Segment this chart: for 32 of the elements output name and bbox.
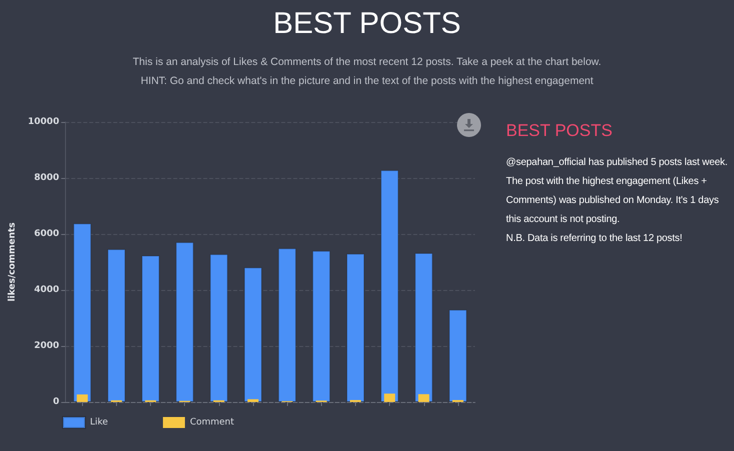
bar [346, 254, 364, 402]
chart-title: BEST POSTS [272, 6, 462, 42]
text: BEST POSTS [506, 120, 614, 142]
legend-label: Comment [190, 418, 235, 428]
text: HINT: Go and check what's in the picture and in the text of the posts with the highest engagement [140, 74, 594, 89]
bar [312, 250, 330, 402]
bar [380, 170, 399, 402]
bar [244, 267, 262, 402]
chart-subtitle: This is an analysis of Likes & Comments of the most recent 12 posts. Take a peek at the chart below. [132, 55, 602, 70]
text: N.B. Data is referring to the last 12 posts! [506, 232, 684, 246]
y-tick-label: 0 [52, 397, 60, 407]
bar [448, 310, 467, 402]
bar [176, 242, 194, 402]
y-tick-label: 6000 [34, 229, 60, 239]
y-tick-label: 2000 [34, 341, 60, 351]
bar [210, 254, 228, 402]
y-tick-label: 10000 [28, 117, 60, 127]
y-axis-title: likes/comments [8, 222, 18, 302]
legend-label: Like [90, 418, 108, 428]
text: The post with the highest engagement (Likes + Comments) was published on Monday. It's 1 days this account is not posting. [506, 175, 720, 227]
bar [107, 249, 126, 402]
bar [278, 248, 296, 402]
text: @sepahan_official has published 5 posts last week. [506, 156, 728, 170]
bar [414, 253, 433, 402]
y-tick-label: 8000 [34, 173, 60, 183]
bar [76, 394, 88, 402]
bar [418, 394, 430, 402]
y-tick-label: 4000 [34, 285, 60, 295]
bar [248, 399, 259, 402]
bar [73, 223, 92, 402]
bar [142, 256, 160, 402]
bar [384, 394, 396, 402]
